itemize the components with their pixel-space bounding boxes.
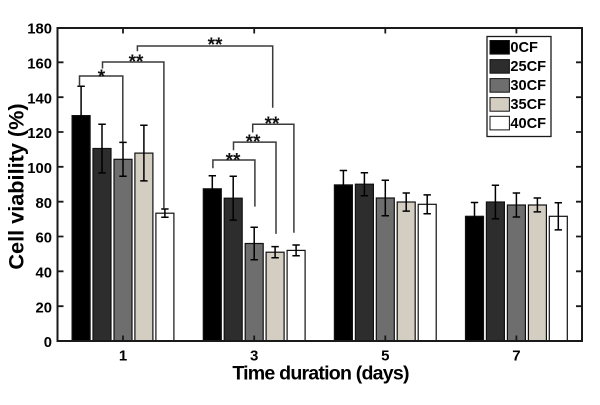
svg-text:**: ** (265, 114, 280, 135)
svg-text:1: 1 (119, 348, 127, 365)
svg-text:**: ** (208, 35, 223, 56)
svg-text:Cell viability (%): Cell viability (%) (4, 103, 29, 269)
svg-text:25CF: 25CF (510, 59, 546, 75)
svg-text:**: ** (129, 52, 144, 73)
svg-text:3: 3 (250, 348, 258, 365)
svg-text:5: 5 (381, 348, 389, 365)
svg-text:180: 180 (27, 22, 52, 38)
svg-text:20: 20 (36, 300, 52, 316)
svg-text:0: 0 (44, 335, 52, 351)
svg-text:160: 160 (27, 57, 52, 73)
svg-text:40CF: 40CF (510, 116, 546, 132)
svg-text:60: 60 (36, 231, 52, 247)
svg-text:80: 80 (36, 196, 52, 212)
svg-text:100: 100 (27, 161, 52, 177)
svg-text:0CF: 0CF (510, 40, 538, 56)
svg-text:140: 140 (27, 91, 52, 107)
svg-text:**: ** (246, 132, 261, 153)
svg-text:**: ** (226, 151, 241, 172)
svg-text:*: * (98, 67, 106, 88)
svg-text:120: 120 (27, 126, 52, 142)
svg-text:7: 7 (512, 348, 520, 365)
svg-text:40: 40 (36, 266, 52, 282)
svg-text:35CF: 35CF (510, 97, 546, 113)
svg-text:Time duration (days): Time duration (days) (232, 363, 409, 385)
svg-text:30CF: 30CF (510, 78, 546, 94)
